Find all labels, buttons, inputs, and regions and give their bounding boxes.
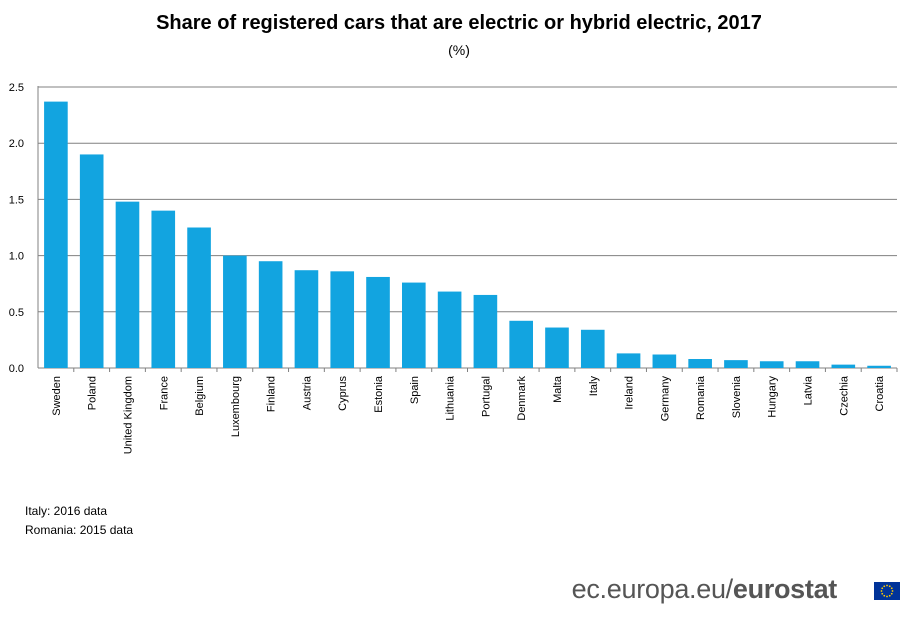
bar — [366, 276, 390, 368]
x-tick-label: Malta — [552, 375, 564, 403]
x-tick-label: Germany — [659, 376, 671, 422]
x-tick-label: Denmark — [516, 376, 528, 421]
brand-name: eurostat — [732, 574, 837, 604]
y-tick-label: 2.0 — [9, 138, 24, 150]
flag-star — [891, 590, 894, 592]
bar — [115, 201, 140, 368]
brand-prefix: ec.europa.eu/ — [571, 574, 734, 604]
footnote-italy: Italy: 2016 data — [25, 504, 108, 518]
bar — [545, 327, 569, 368]
x-tick-label: Austria — [301, 375, 313, 410]
bar — [795, 361, 820, 368]
bar — [580, 329, 605, 368]
flag-star — [886, 584, 888, 587]
bar — [223, 255, 247, 368]
x-tick-label: Lithuania — [445, 375, 457, 421]
footnote-romania: Romania: 2015 data — [25, 523, 134, 537]
x-tick-label: Czechia — [838, 375, 850, 416]
eurostat-brand[interactable]: ec.europa.eu/eurostat — [572, 574, 873, 605]
x-tick-label: Latvia — [803, 375, 815, 405]
x-tick-label: Poland — [87, 376, 99, 410]
x-tick-label: Hungary — [767, 376, 779, 418]
x-tick-label: Cyprus — [337, 376, 349, 411]
y-tick-label: 0.0 — [9, 363, 24, 375]
x-tick-label: Portugal — [480, 376, 492, 417]
bar — [688, 359, 712, 368]
flag-star — [888, 585, 891, 588]
bar — [437, 291, 462, 368]
y-tick-label: 1.5 — [9, 194, 24, 206]
bar — [294, 270, 319, 368]
footnotes: Italy: 2016 data Romania: 2015 data — [25, 502, 133, 540]
flag-star — [881, 592, 884, 595]
flag-star — [888, 594, 891, 597]
bar — [473, 294, 498, 368]
bar — [616, 353, 641, 368]
chart-title: Share of registered cars that are electr… — [156, 12, 762, 34]
bar — [402, 282, 426, 368]
flag-star — [886, 595, 888, 598]
bar — [258, 261, 283, 368]
y-tick-label: 1.0 — [9, 251, 24, 263]
bar — [652, 354, 677, 368]
x-tick-label: Slovenia — [731, 375, 743, 418]
chart-subtitle: (%) — [448, 42, 470, 58]
bar — [151, 210, 176, 368]
flag-star — [880, 590, 883, 592]
x-tick-label: Ireland — [624, 376, 636, 410]
x-tick-label: Italy — [588, 376, 600, 397]
x-tick-label: United Kingdom — [122, 376, 134, 454]
x-tick-label: Belgium — [194, 376, 206, 416]
bar — [867, 365, 891, 368]
bar — [187, 227, 211, 368]
y-tick-label: 2.5 — [9, 82, 24, 94]
flag-star — [890, 592, 893, 595]
bar — [509, 320, 533, 368]
x-tick-label: Croatia — [874, 375, 886, 411]
bar — [79, 154, 104, 368]
x-tick-label: Sweden — [51, 376, 63, 416]
bar — [724, 360, 748, 368]
eu-flag-icon — [874, 582, 900, 600]
flag-star — [890, 587, 893, 590]
x-tick-label: Finland — [266, 376, 278, 412]
bar-chart: 0.0 0.5 1.0 1.5 2.0 2.5 Sweden Poland United Kin… — [9, 82, 898, 454]
flag-star — [881, 587, 884, 590]
flag-star — [883, 594, 886, 597]
bar — [330, 271, 355, 368]
bar — [759, 361, 784, 368]
bar — [831, 364, 856, 368]
bar — [44, 101, 68, 368]
x-tick-label: France — [158, 376, 170, 410]
x-tick-label: Romania — [695, 375, 707, 420]
x-tick-label: Spain — [409, 376, 421, 404]
flag-star — [883, 585, 886, 588]
x-tick-label: Estonia — [373, 375, 385, 413]
x-tick-label: Luxembourg — [230, 376, 242, 437]
y-tick-label: 0.5 — [9, 307, 24, 319]
